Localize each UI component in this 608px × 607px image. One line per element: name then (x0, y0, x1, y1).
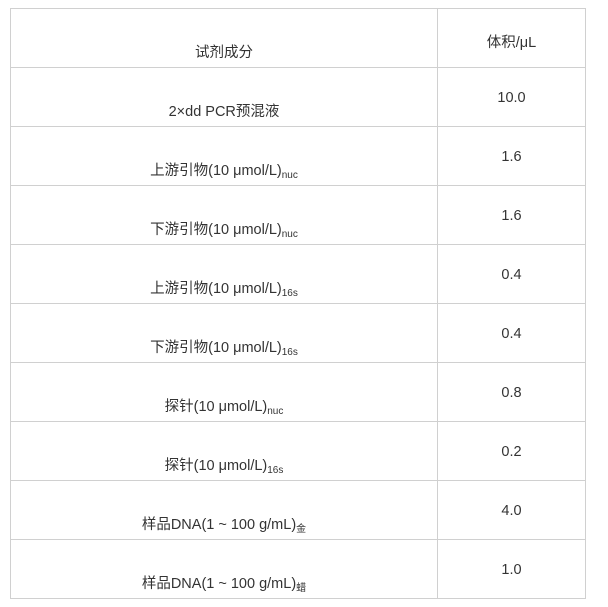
volume-cell: 4.0 (437, 480, 586, 540)
volume-value: 1.6 (501, 208, 522, 224)
volume-value: 0.2 (501, 444, 522, 460)
volume-value: 0.4 (501, 267, 522, 283)
component-name: 上游引物(10 μmol/L) (150, 281, 282, 297)
component-text: 探针(10 μmol/L)16s (11, 454, 437, 476)
component-cell: 下游引物(10 μmol/L)nuc (10, 185, 438, 245)
component-name: 探针(10 μmol/L) (164, 458, 268, 474)
table-row: 探针(10 μmol/L)nuc 0.8 (10, 362, 586, 422)
component-subscript: 金 (296, 524, 307, 535)
component-cell: 上游引物(10 μmol/L)16s (10, 244, 438, 304)
component-name: 样品DNA(1 ~ 100 g/mL) (141, 576, 297, 592)
component-name: 探针(10 μmol/L) (164, 399, 268, 415)
component-text: 下游引物(10 μmol/L)nuc (11, 218, 437, 240)
volume-cell: 10.0 (437, 67, 586, 127)
volume-cell: 0.2 (437, 421, 586, 481)
header-volume-text: 体积/μL (486, 35, 537, 51)
reagent-table: 试剂成分 体积/μL 2×dd PCR预混液 10.0 上游引物(10 μmol/L… (10, 8, 586, 599)
volume-cell: 0.8 (437, 362, 586, 422)
volume-cell: 1.6 (437, 185, 586, 245)
component-cell: 探针(10 μmol/L)16s (10, 421, 438, 481)
table-row: 样品DNA(1 ~ 100 g/mL)金 4.0 (10, 480, 586, 540)
table-row: 2×dd PCR预混液 10.0 (10, 67, 586, 127)
component-cell: 上游引物(10 μmol/L)nuc (10, 126, 438, 186)
volume-value: 1.6 (501, 149, 522, 165)
volume-value: 10.0 (497, 90, 526, 106)
table-row: 下游引物(10 μmol/L)16s 0.4 (10, 303, 586, 363)
header-row: 试剂成分 体积/μL (10, 8, 586, 68)
component-subscript: nuc (281, 229, 298, 240)
component-cell: 下游引物(10 μmol/L)16s (10, 303, 438, 363)
component-subscript: 16s (281, 347, 298, 358)
component-subscript: 16s (281, 288, 298, 299)
volume-cell: 0.4 (437, 303, 586, 363)
component-cell: 样品DNA(1 ~ 100 g/mL)蜡 (10, 539, 438, 599)
component-name: 上游引物(10 μmol/L) (150, 163, 282, 179)
table-row: 上游引物(10 μmol/L)16s 0.4 (10, 244, 586, 304)
volume-cell: 1.0 (437, 539, 586, 599)
component-subscript: nuc (281, 170, 298, 181)
component-text: 下游引物(10 μmol/L)16s (11, 336, 437, 358)
component-subscript: 蜡 (296, 583, 307, 594)
volume-value: 0.8 (501, 385, 522, 401)
volume-value: 0.4 (501, 326, 522, 342)
component-text: 样品DNA(1 ~ 100 g/mL)蜡 (11, 572, 437, 594)
component-cell: 探针(10 μmol/L)nuc (10, 362, 438, 422)
header-volume: 体积/μL (437, 8, 586, 68)
volume-value: 4.0 (501, 503, 522, 519)
component-text: 上游引物(10 μmol/L)nuc (11, 159, 437, 181)
volume-cell: 1.6 (437, 126, 586, 186)
component-name: 2×dd PCR预混液 (168, 104, 280, 120)
table-row: 探针(10 μmol/L)16s 0.2 (10, 421, 586, 481)
table-row: 下游引物(10 μmol/L)nuc 1.6 (10, 185, 586, 245)
component-name: 下游引物(10 μmol/L) (150, 222, 282, 238)
component-text: 探针(10 μmol/L)nuc (11, 395, 437, 417)
component-text: 上游引物(10 μmol/L)16s (11, 277, 437, 299)
component-text: 样品DNA(1 ~ 100 g/mL)金 (11, 513, 437, 535)
component-subscript: 16s (267, 465, 284, 476)
header-component: 试剂成分 (10, 8, 438, 68)
volume-cell: 0.4 (437, 244, 586, 304)
component-name: 下游引物(10 μmol/L) (150, 340, 282, 356)
volume-value: 1.0 (501, 562, 522, 578)
component-cell: 样品DNA(1 ~ 100 g/mL)金 (10, 480, 438, 540)
component-text: 2×dd PCR预混液 (11, 100, 437, 122)
header-component-text: 试剂成分 (195, 45, 253, 61)
component-subscript: nuc (267, 406, 284, 417)
table-row: 上游引物(10 μmol/L)nuc 1.6 (10, 126, 586, 186)
component-cell: 2×dd PCR预混液 (10, 67, 438, 127)
table-row: 样品DNA(1 ~ 100 g/mL)蜡 1.0 (10, 539, 586, 599)
component-name: 样品DNA(1 ~ 100 g/mL) (141, 517, 297, 533)
